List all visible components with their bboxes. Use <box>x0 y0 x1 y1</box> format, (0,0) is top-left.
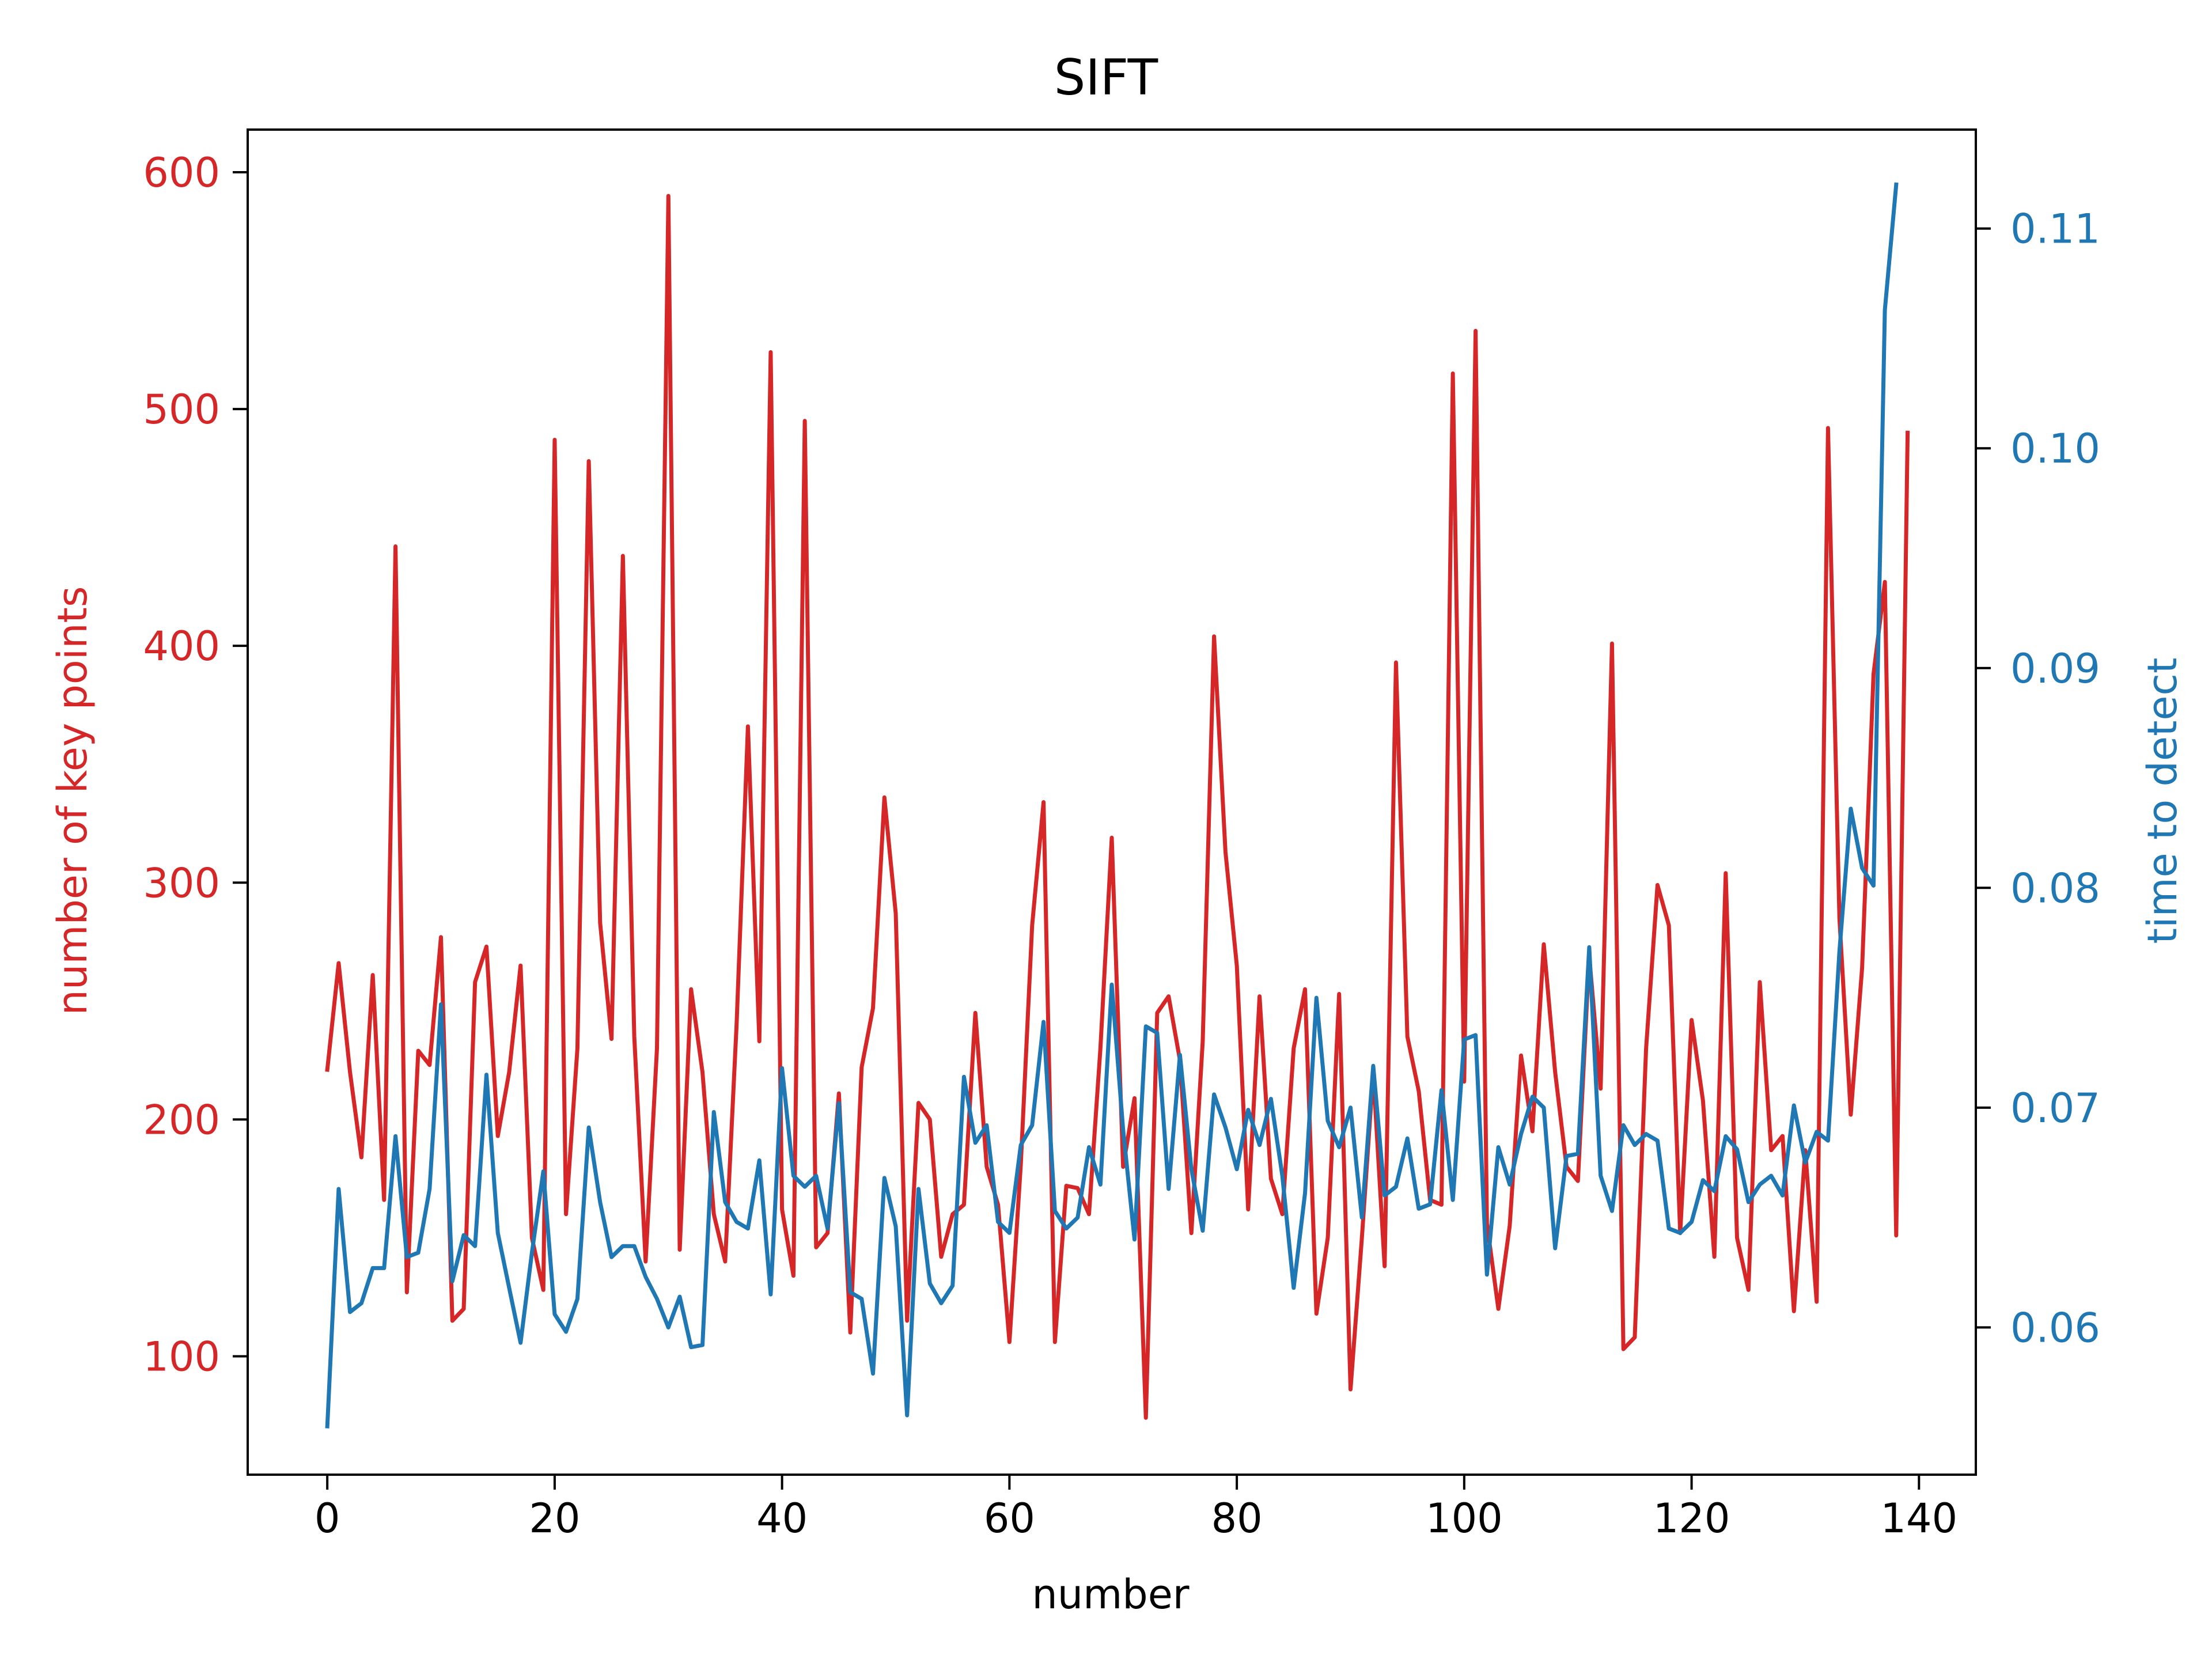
chart-title: SIFT <box>1054 49 1158 107</box>
right-y-tick-label: 0.08 <box>2010 865 2100 912</box>
left-y-tick-label: 600 <box>143 149 220 196</box>
x-tick-label: 40 <box>756 1495 808 1542</box>
left-y-tick-label: 200 <box>143 1096 220 1143</box>
left-y-tick-label: 500 <box>143 386 220 433</box>
x-tick-label: 20 <box>529 1495 580 1542</box>
x-tick-label: 120 <box>1653 1495 1730 1542</box>
right-y-tick-label: 0.06 <box>2010 1304 2100 1351</box>
right-y-tick-label: 0.09 <box>2010 645 2100 692</box>
time-to-detect-series-line <box>325 182 1899 1429</box>
x-tick-label: 140 <box>1881 1495 1958 1542</box>
right-y-tick-label: 0.11 <box>2010 206 2100 253</box>
x-axis-label: number <box>1032 1571 1189 1618</box>
right-y-axis-label: time to detect <box>2139 658 2186 944</box>
x-tick-label: 60 <box>984 1495 1035 1542</box>
x-tick-label: 80 <box>1211 1495 1263 1542</box>
left-y-tick-label: 100 <box>143 1333 220 1380</box>
axes: 0 20 40 60 80 100 120 140 100 200 300 400 500 600 0.06… <box>143 128 2100 1542</box>
right-y-tick-label: 0.10 <box>2010 425 2100 472</box>
right-y-tick-label: 0.07 <box>2010 1085 2100 1132</box>
plot-frame <box>247 128 1977 1476</box>
key-points-series-line <box>325 194 1910 1420</box>
left-y-tick-label: 300 <box>143 859 220 907</box>
left-y-axis-label: number of key points <box>49 586 96 1016</box>
x-tick-label: 100 <box>1426 1495 1503 1542</box>
x-tick-label: 0 <box>315 1495 340 1542</box>
left-y-tick-label: 400 <box>143 623 220 670</box>
plot-area <box>325 182 1910 1429</box>
